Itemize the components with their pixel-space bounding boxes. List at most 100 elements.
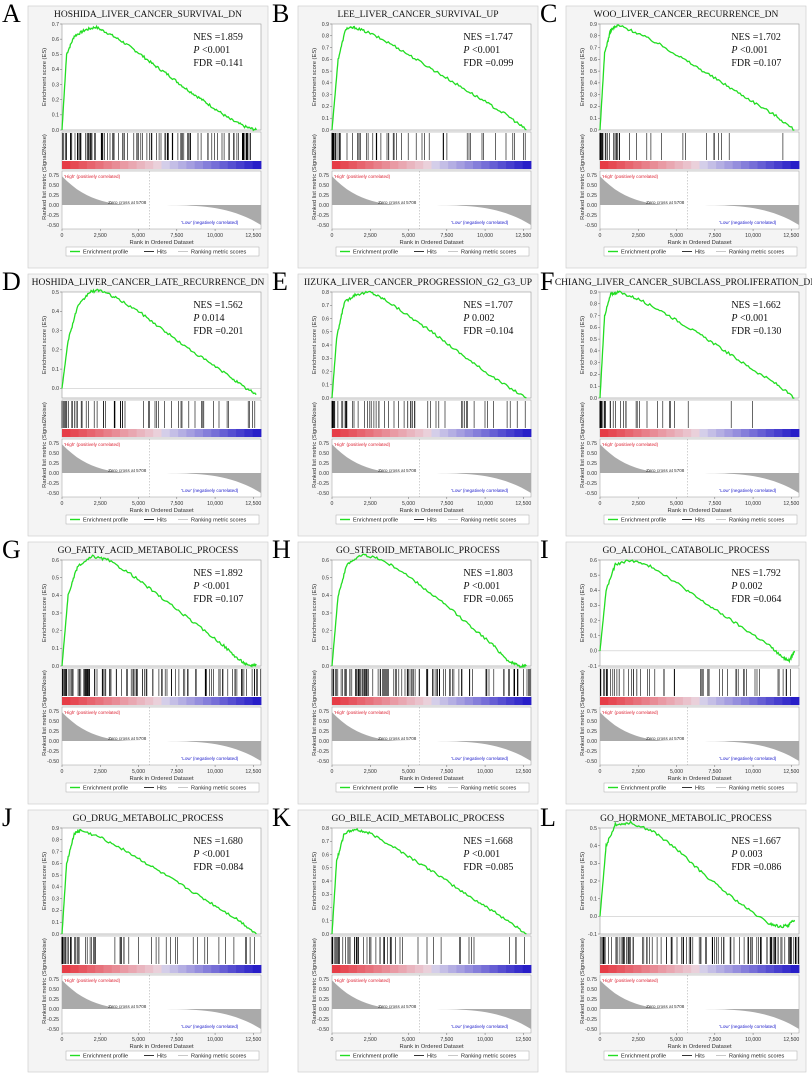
es-tick-label: 0.2 — [52, 98, 59, 104]
es-plot-area — [61, 291, 262, 399]
legend-label-metric: Ranking metric scores — [461, 1054, 517, 1060]
nes-value: 1.702 — [758, 32, 781, 43]
fdr-stat: FDR =0.086 — [731, 862, 781, 873]
es-axis-label: Enrichment score (ES) — [580, 48, 586, 106]
zero-cross-label: Zero cross at 5708 — [108, 200, 147, 205]
metric-tick-label: -0.25 — [317, 749, 329, 755]
x-tick-label: 10,000 — [745, 501, 761, 507]
rank-color-segment — [153, 161, 162, 169]
rank-color-segment — [514, 429, 524, 437]
metric-tick-label: 0.25 — [587, 461, 597, 467]
metric-tick-label: 0.50 — [587, 183, 597, 189]
metric-axis-label: Ranked list metric (Signal2Noise) — [312, 134, 318, 220]
rank-color-segment — [423, 965, 432, 973]
metric-axis-label: Ranked list metric (Signal2Noise) — [312, 670, 318, 756]
rank-color-segment — [439, 161, 449, 169]
rank-color-segment — [186, 161, 196, 169]
fdr-stat: FDR =0.099 — [463, 58, 513, 69]
rank-color-segment — [464, 697, 474, 705]
x-tick-label: 5,000 — [670, 1037, 683, 1043]
rank-color-segment — [641, 161, 651, 169]
nes-value: 1.662 — [758, 300, 781, 311]
rank-color-segment — [252, 429, 262, 437]
rank-color-segment — [136, 161, 146, 169]
nes-value: 1.680 — [220, 836, 243, 847]
rank-color-segment — [120, 965, 129, 973]
nes-value: 1.747 — [490, 32, 512, 43]
rank-color-segment — [716, 965, 725, 973]
es-tick-label: 0.5 — [590, 826, 597, 832]
p-label: P — [192, 849, 199, 860]
rank-color-segment — [236, 697, 245, 705]
es-tick-label: 0.9 — [590, 22, 597, 28]
metric-tick-label: 0.75 — [587, 977, 597, 983]
p-stat: P <0.001 — [462, 849, 500, 860]
x-axis-label: Rank in Ordered Dataset — [667, 776, 732, 782]
p-value: 0.003 — [737, 849, 762, 860]
rank-color-segment — [506, 697, 515, 705]
es-tick-label: 0.4 — [590, 843, 597, 849]
es-tick-label: 0.4 — [590, 349, 597, 355]
x-tick-label: 12,500 — [245, 1037, 261, 1043]
enrichment-profile-line — [61, 288, 257, 395]
p-value: 0.002 — [469, 313, 494, 324]
x-axis-label: Rank in Ordered Dataset — [667, 1044, 732, 1050]
metric-tick-label: 0.25 — [319, 997, 329, 1003]
x-tick-label: 0 — [331, 1037, 334, 1043]
p-label: P — [462, 313, 469, 324]
rank-color-segment — [406, 965, 416, 973]
nes-stat: NES =1.707 — [463, 300, 513, 311]
rank-color-segment — [381, 697, 391, 705]
es-plot-area — [331, 23, 532, 131]
rank-color-segment — [600, 161, 609, 169]
p-label: P — [462, 849, 469, 860]
x-tick-label: 12,500 — [245, 501, 261, 507]
rank-color-segment — [497, 429, 507, 437]
rank-color-segment — [724, 965, 734, 973]
gsea-panel-e: E IIZUKA_LIVER_CANCER_PROGRESSION_G2_G3_U… — [272, 267, 539, 537]
x-tick-label: 7,500 — [440, 1037, 453, 1043]
rank-color-segment — [624, 965, 634, 973]
es-tick-label: 0.4 — [322, 593, 329, 599]
es-tick-label: 0.2 — [590, 879, 597, 885]
rank-color-segment — [227, 965, 237, 973]
panel-letter: A — [2, 0, 21, 28]
hit-marks — [331, 401, 526, 428]
rank-color-segment — [473, 429, 482, 437]
es-tick-label: 0.2 — [322, 628, 329, 634]
x-tick-label: 5,000 — [670, 501, 683, 507]
metric-tick-label: -0.25 — [317, 1017, 329, 1023]
p-value: <0.001 — [737, 45, 768, 56]
es-tick-label: 0.7 — [322, 839, 329, 845]
es-tick-label: 0.6 — [590, 57, 597, 63]
rank-color-segment — [219, 429, 229, 437]
rank-color-segment — [506, 161, 515, 169]
rank-color-segment — [203, 965, 212, 973]
rank-color-segment — [103, 161, 113, 169]
rank-color-segment — [194, 697, 204, 705]
es-tick-label: 0.0 — [322, 664, 329, 670]
p-value: <0.001 — [469, 45, 500, 56]
rank-color-segment — [153, 965, 162, 973]
metric-tick-label: 0.50 — [49, 987, 59, 993]
rank-color-segment — [219, 697, 229, 705]
rank-color-segment — [757, 161, 767, 169]
p-value: <0.001 — [199, 45, 230, 56]
metric-tick-label: 0.75 — [319, 173, 329, 179]
fdr-value: 0.130 — [759, 326, 782, 337]
rank-color-segment — [340, 429, 349, 437]
legend-box — [603, 514, 798, 525]
gene-set-title: WOO_LIVER_CANCER_RECURRENCE_DN — [594, 10, 779, 20]
metric-tick-label: 0.50 — [319, 719, 329, 725]
es-tick-label: 0.5 — [590, 573, 597, 579]
nes-stat: NES =1.667 — [731, 836, 781, 847]
es-tick-label: 0.3 — [322, 356, 329, 362]
rank-color-segment — [674, 161, 684, 169]
rank-color-segment — [203, 161, 212, 169]
gsea-panel-b: B LEE_LIVER_CANCER_SURVIVAL_UP 0.9 0.8 0.7 0.… — [272, 0, 539, 269]
gsea-panel-g: G GO_FATTY_ACID_METABOLIC_PROCESS 0.6 0.5 0.… — [2, 535, 269, 805]
x-tick-label: 0 — [599, 501, 602, 507]
es-tick-label: 0.0 — [52, 932, 59, 938]
